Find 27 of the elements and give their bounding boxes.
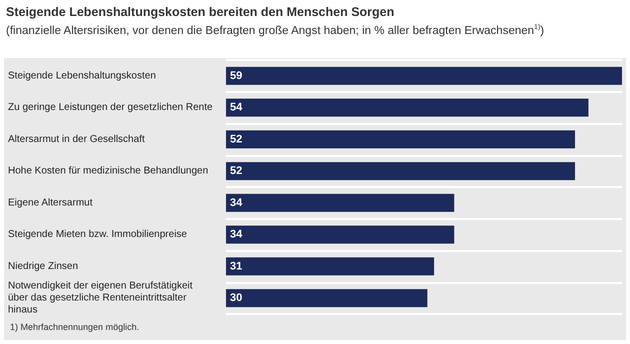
y-tick-label: Steigende Mieten bzw. Immobilienpreise <box>8 229 188 240</box>
y-tick-label: Steigende Lebenshaltungskosten <box>8 70 156 82</box>
data-label: 30 <box>230 292 242 304</box>
data-label: 59 <box>230 70 242 82</box>
bar <box>226 226 454 244</box>
data-label: 34 <box>230 228 244 241</box>
bar <box>226 130 576 148</box>
data-label: 52 <box>230 165 242 178</box>
data-label: 54 <box>230 102 244 114</box>
bar <box>226 289 428 308</box>
bar <box>226 66 622 85</box>
bar <box>226 257 434 276</box>
data-label: 52 <box>230 133 242 146</box>
data-label: 31 <box>230 260 242 272</box>
y-tick-label: Zu geringe Leistungen der gesetzlichen Rente <box>8 102 214 114</box>
y-tick-label: Altersarmut in der Gesellschaft <box>8 134 145 145</box>
text: 1) Mehrfachnennungen möglich. <box>10 322 140 332</box>
chart-subtitle: (finanzielle Altersrisiken, vor denen die Befragten große Angst haben; in % aller befragten Erwachsenen$^{1)}$) <box>6 24 544 37</box>
bar <box>226 162 576 180</box>
y-tick-label: Notwendigkeit der eigenen Berufstätigkeit über das gesetzliche Renteneintrittsalter hinaus <box>8 280 196 316</box>
bar <box>226 98 588 117</box>
y-tick-label: Hohe Kosten für medizinische Behandlungen <box>8 166 208 177</box>
data-label: 34 <box>230 196 244 209</box>
chart-title: Steigende Lebenshaltungskosten bereiten den Menschen Sorgen <box>6 5 394 19</box>
bar <box>226 194 454 212</box>
y-tick-label: Niedrige Zinsen <box>8 260 78 272</box>
y-tick-label: Eigene Altersarmut <box>8 197 93 208</box>
